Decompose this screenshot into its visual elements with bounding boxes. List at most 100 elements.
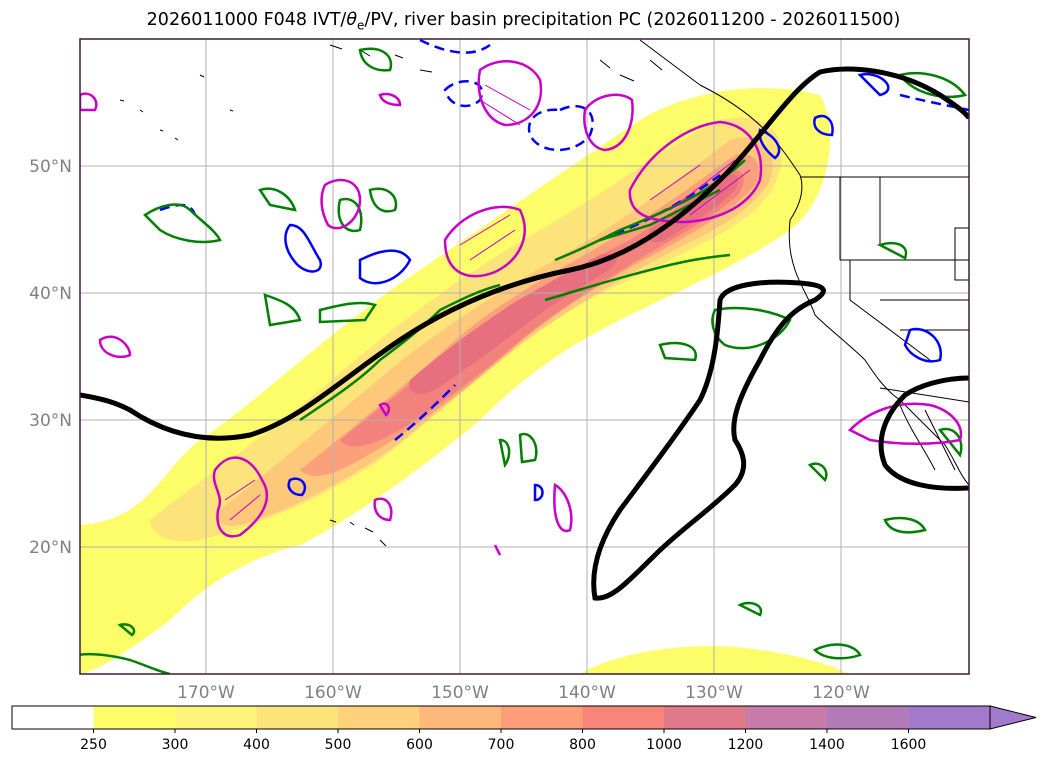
precip-contour-9 [553, 483, 573, 533]
precip-contour-4 [628, 120, 763, 224]
pv-contour-6 [263, 293, 302, 327]
lat-label-20: 20°N [29, 538, 72, 558]
theta-e-solid-8 [857, 72, 890, 97]
ivt-band-250-south [580, 646, 850, 674]
theta-e-dashed-3 [419, 39, 491, 54]
north-america-coast [639, 39, 969, 486]
pv-contour-15 [807, 462, 828, 483]
precip-contour-3 [443, 205, 526, 278]
ivt-band-1000 [408, 253, 617, 394]
map-area [80, 39, 969, 674]
colorbar: 250 300 400 500 600 700 800 1000 1200 1400 1600 [11, 705, 1037, 753]
colorbar-segment-0 [12, 706, 94, 729]
hatch-lines [224, 84, 751, 521]
precip-contour-11 [378, 402, 391, 417]
pv-contour-13 [518, 432, 538, 464]
hawaii-islands [329, 519, 387, 547]
pv-contour-7 [318, 301, 377, 324]
colorbar-label-700: 700 [488, 737, 515, 753]
lon-axis-labels: 170°W 160°W 150°W 140°W 130°W 120°W [177, 683, 870, 703]
precip-contour-5 [320, 178, 362, 230]
pv-contour-10 [258, 187, 297, 212]
colorbar-label-500: 500 [325, 737, 352, 753]
baja-coast [899, 404, 956, 471]
colorbar-label-800: 800 [569, 737, 596, 753]
precip-contour-7 [98, 335, 132, 359]
pv-contour-20 [80, 652, 171, 674]
theta-e-solid-7 [533, 483, 544, 502]
pv-contour-23 [876, 241, 908, 260]
jet-trough-loop [591, 279, 826, 601]
aleutian-islands [119, 74, 234, 141]
colorbar-segment-2 [175, 706, 257, 729]
precip-contour-2 [583, 93, 634, 152]
colorbar-segment-1 [93, 706, 176, 729]
colorbar-label-1600: 1600 [891, 737, 927, 753]
precip-contour-12 [378, 92, 402, 107]
colorbar-segment-9 [745, 706, 828, 729]
pv-contour-9 [368, 187, 398, 213]
theta-e-solid-4 [903, 327, 943, 363]
pv-contour-8 [337, 197, 363, 233]
colorbar-segment-8 [664, 706, 746, 729]
colorbar-label-400: 400 [243, 737, 270, 753]
lon-label-140w: 140°W [558, 683, 616, 703]
coastlines [119, 39, 969, 547]
colorbar-label-1000: 1000 [646, 737, 682, 753]
lon-label-130w: 130°W [685, 683, 743, 703]
lat-label-40: 40°N [29, 284, 72, 304]
lat-label-50: 50°N [29, 157, 72, 177]
colorbar-segment-7 [582, 706, 665, 729]
colorbar-label-1400: 1400 [809, 737, 845, 753]
pv-contour-3 [544, 253, 731, 302]
jet-axis-main [80, 66, 969, 441]
pv-contour-21 [117, 623, 136, 637]
colorbar-segment-4 [338, 706, 420, 729]
lat-axis-labels: 50°N 40°N 30°N 20°N [29, 157, 72, 558]
title-rest: /PV, river basin precipitation PC (20260… [364, 10, 901, 30]
theta-e-solid-3 [813, 114, 834, 137]
precip-contour-14 [493, 544, 502, 556]
theta-e-dashed-7 [899, 93, 969, 112]
pv-contour-5 [143, 203, 222, 244]
pv-contour-16 [883, 516, 927, 534]
theta-e-solid-6 [287, 477, 307, 497]
lon-label-160w: 160°W [304, 683, 362, 703]
lat-label-30: 30°N [29, 411, 72, 431]
precip-contour-10 [847, 402, 963, 445]
pv-contour-1 [299, 283, 501, 422]
colorbar-label-300: 300 [162, 737, 189, 753]
pv-contour-18 [897, 71, 968, 99]
title-theta-sub: e [357, 18, 365, 33]
state-borders [839, 177, 969, 361]
pv-contour-12 [658, 341, 697, 362]
alaska-coast [329, 44, 663, 82]
lon-label-120w: 120°W [812, 683, 870, 703]
colorbar-extend-arrow [989, 705, 1037, 730]
colorbar-segment-3 [256, 706, 339, 729]
pv-contour-24 [937, 427, 963, 458]
precip-contour-6 [212, 456, 269, 538]
theta-e-solid-5 [758, 128, 781, 160]
colorbar-segment-10 [827, 706, 909, 729]
map-title: 2026011000 F048 IVT/θe/PV, river basin p… [0, 10, 1047, 33]
theta-e-solid-2 [358, 249, 412, 285]
colorbar-segment-5 [419, 706, 502, 729]
colorbar-label-600: 600 [406, 737, 433, 753]
pv-contour-17 [812, 643, 862, 660]
border-us-mexico [879, 387, 969, 403]
jet-contours [80, 66, 969, 601]
colorbar-segment-6 [501, 706, 583, 729]
pv-contour-11 [711, 306, 792, 350]
pv-contour-14 [498, 438, 511, 469]
precip-contours [80, 60, 963, 556]
title-theta: θ [346, 10, 358, 30]
theta-e-dashed-5 [394, 384, 456, 441]
precip-contour-8 [373, 497, 393, 522]
lon-label-150w: 150°W [431, 683, 489, 703]
jet-ridge-loop [878, 375, 969, 491]
pv-contour-22 [737, 601, 763, 617]
theta-e-dashed-1 [527, 104, 594, 152]
title-run: 2026011000 F048 IVT/ [146, 10, 347, 30]
